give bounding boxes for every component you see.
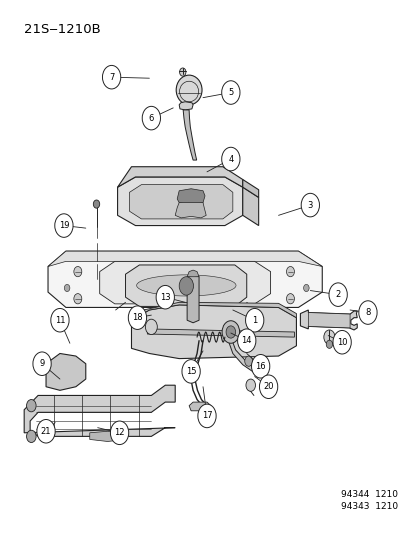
Text: 2: 2 <box>335 290 340 299</box>
Circle shape <box>251 354 269 378</box>
Circle shape <box>64 285 70 292</box>
Polygon shape <box>308 312 349 328</box>
Circle shape <box>221 321 239 343</box>
Text: 15: 15 <box>185 367 196 376</box>
Polygon shape <box>242 180 258 197</box>
Circle shape <box>37 419 55 443</box>
Circle shape <box>325 340 332 349</box>
Circle shape <box>128 306 146 329</box>
Polygon shape <box>228 339 256 373</box>
Text: 14: 14 <box>241 336 252 345</box>
Circle shape <box>303 285 309 292</box>
Polygon shape <box>131 305 296 359</box>
Circle shape <box>332 330 350 354</box>
Polygon shape <box>46 353 85 390</box>
Polygon shape <box>100 261 270 304</box>
Text: 6: 6 <box>148 114 154 123</box>
Circle shape <box>51 309 69 332</box>
Text: 20: 20 <box>263 382 273 391</box>
Text: 5: 5 <box>228 88 233 97</box>
Text: 8: 8 <box>364 308 370 317</box>
Circle shape <box>358 301 376 324</box>
Text: 18: 18 <box>132 313 142 322</box>
Circle shape <box>286 266 294 277</box>
Polygon shape <box>90 431 125 441</box>
Circle shape <box>182 360 200 383</box>
Polygon shape <box>175 203 206 218</box>
Circle shape <box>26 400 36 412</box>
Circle shape <box>179 277 193 295</box>
Circle shape <box>156 286 174 309</box>
Text: 17: 17 <box>201 411 212 421</box>
Circle shape <box>145 319 157 335</box>
Polygon shape <box>300 310 356 330</box>
Circle shape <box>301 193 319 217</box>
Circle shape <box>244 356 252 366</box>
Ellipse shape <box>150 278 222 293</box>
Circle shape <box>33 352 51 375</box>
Circle shape <box>286 294 294 304</box>
Polygon shape <box>177 189 204 205</box>
Polygon shape <box>187 275 199 323</box>
Polygon shape <box>117 177 242 225</box>
Ellipse shape <box>136 275 235 296</box>
Polygon shape <box>125 265 246 306</box>
Text: 10: 10 <box>336 338 347 347</box>
Circle shape <box>237 329 255 352</box>
Polygon shape <box>131 302 296 320</box>
Ellipse shape <box>163 280 209 290</box>
Polygon shape <box>24 385 175 437</box>
Polygon shape <box>48 251 321 308</box>
Text: 13: 13 <box>159 293 170 302</box>
Text: 19: 19 <box>59 221 69 230</box>
Circle shape <box>102 66 121 89</box>
Polygon shape <box>189 402 211 411</box>
Circle shape <box>323 330 334 344</box>
Polygon shape <box>187 270 199 277</box>
Text: 11: 11 <box>55 316 65 325</box>
Text: 16: 16 <box>255 362 265 371</box>
Polygon shape <box>129 184 232 219</box>
Circle shape <box>142 107 160 130</box>
Circle shape <box>328 283 347 306</box>
Polygon shape <box>242 187 258 225</box>
Text: 7: 7 <box>109 72 114 82</box>
Polygon shape <box>117 167 242 187</box>
Circle shape <box>74 294 82 304</box>
Polygon shape <box>183 110 196 160</box>
Circle shape <box>74 266 82 277</box>
Circle shape <box>259 375 277 399</box>
Text: 21: 21 <box>41 427 51 436</box>
Circle shape <box>245 309 263 332</box>
Circle shape <box>93 200 100 208</box>
Text: 21S‒1210B: 21S‒1210B <box>24 23 101 36</box>
Circle shape <box>197 404 216 427</box>
Text: 1: 1 <box>252 316 257 325</box>
Circle shape <box>26 430 36 442</box>
Text: 94343  1210: 94343 1210 <box>340 503 397 512</box>
Circle shape <box>110 421 128 445</box>
Polygon shape <box>147 329 294 337</box>
Polygon shape <box>179 102 192 110</box>
Text: 9: 9 <box>39 359 45 368</box>
Text: 94344  1210: 94344 1210 <box>340 490 397 499</box>
Circle shape <box>225 326 235 338</box>
Circle shape <box>221 81 240 104</box>
Circle shape <box>245 379 255 391</box>
Polygon shape <box>48 251 321 266</box>
Ellipse shape <box>176 75 202 105</box>
Circle shape <box>179 68 185 76</box>
Text: 12: 12 <box>114 429 124 437</box>
Circle shape <box>221 147 240 171</box>
Circle shape <box>55 214 73 237</box>
Text: 3: 3 <box>307 200 312 209</box>
Text: 4: 4 <box>228 155 233 164</box>
